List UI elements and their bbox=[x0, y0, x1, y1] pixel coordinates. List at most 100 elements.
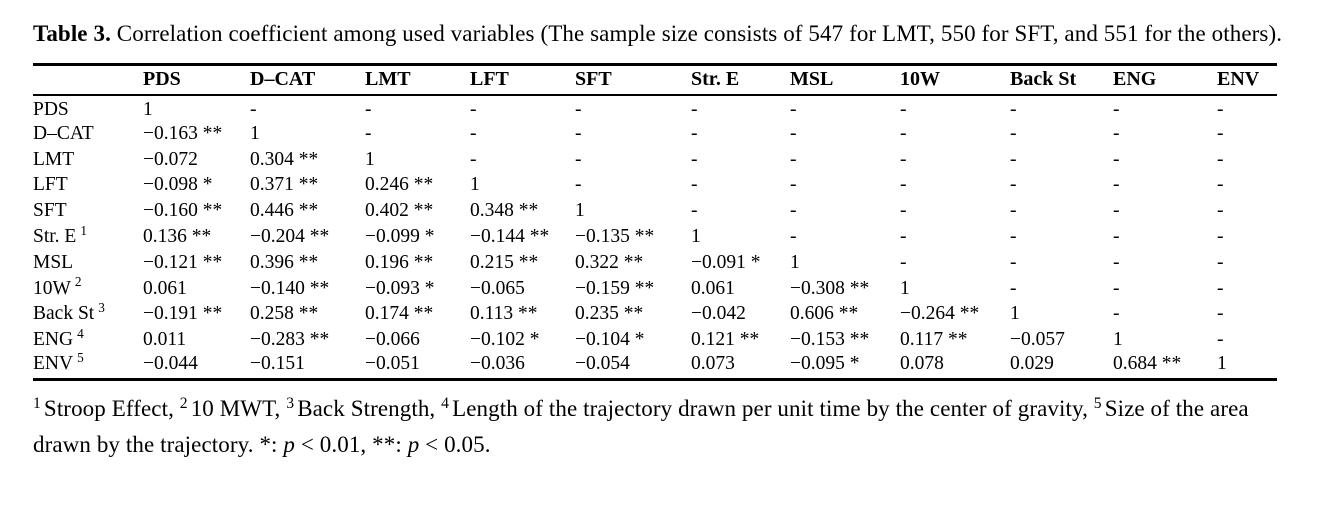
table-cell: 0.246 ** bbox=[365, 174, 434, 196]
table-cell: −0.264 ** bbox=[900, 303, 980, 325]
table-cell: −0.160 ** bbox=[143, 200, 223, 222]
table-cell: - bbox=[1010, 174, 1017, 196]
row-header: 10W 2 bbox=[33, 276, 143, 302]
table-row: ENG 4 0.011 −0.283 ** −0.066 −0.102 * −0.104 *… bbox=[33, 327, 1277, 353]
table-cell: - bbox=[575, 122, 582, 144]
row-header-label: LFT bbox=[33, 174, 68, 196]
table-cell: −0.102 * bbox=[470, 329, 540, 351]
table-cell: - bbox=[1217, 329, 1224, 351]
table-cell: 0.078 bbox=[900, 353, 944, 375]
table-cell: - bbox=[1217, 303, 1224, 325]
table-cell: −0.121 ** bbox=[143, 251, 223, 273]
table-cell: - bbox=[1010, 99, 1017, 120]
table-cell: 0.061 bbox=[691, 277, 735, 299]
table-cell: 0.121 ** bbox=[691, 329, 760, 351]
row-header: ENG 4 bbox=[33, 327, 143, 353]
table-cell: - bbox=[470, 99, 477, 120]
table-cell: - bbox=[900, 122, 907, 144]
table-cell: 0.196 ** bbox=[365, 251, 434, 273]
table-cell: - bbox=[900, 174, 907, 196]
column-header: PDS bbox=[143, 64, 250, 96]
table-cell: 1 bbox=[1217, 353, 1227, 375]
table-cell: 0.322 ** bbox=[575, 251, 644, 273]
row-header: ENV 5 bbox=[33, 353, 143, 380]
table-cell: 0.235 ** bbox=[575, 303, 644, 325]
significance-threshold: < 0.01, bbox=[295, 432, 373, 458]
column-header: D–CAT bbox=[250, 64, 365, 96]
table-cell: 0.073 bbox=[691, 353, 735, 375]
table-cell: −0.054 bbox=[575, 353, 630, 375]
table-cell: 0.446 ** bbox=[250, 200, 319, 222]
table-cell: - bbox=[1217, 226, 1224, 248]
table-cell: - bbox=[691, 174, 698, 196]
table-cell: −0.093 * bbox=[365, 277, 435, 299]
table-cell: 0.117 ** bbox=[900, 329, 968, 351]
table-cell: - bbox=[1010, 148, 1017, 170]
table-cell: 0.606 ** bbox=[790, 303, 859, 325]
table-cell: - bbox=[575, 148, 582, 170]
footnote-definition-text: Back Strength, bbox=[297, 396, 442, 422]
table-cell: - bbox=[900, 226, 907, 248]
table-cell: 0.371 ** bbox=[250, 174, 319, 196]
footnote-definition-text: Stroop Effect, bbox=[43, 396, 180, 422]
table-cell: - bbox=[1113, 148, 1120, 170]
table-cell: - bbox=[691, 122, 698, 144]
table-cell: −0.204 ** bbox=[250, 226, 330, 248]
table-row: D–CAT −0.163 ** 1 - - - - - - - - - bbox=[33, 121, 1277, 147]
table-cell: 1 bbox=[1010, 303, 1020, 325]
column-header: 10W bbox=[900, 64, 1010, 96]
table-row: SFT −0.160 ** 0.446 ** 0.402 ** 0.348 ** 1 - - -… bbox=[33, 198, 1277, 224]
table-row: Str. E 1 0.136 ** −0.204 ** −0.099 * −0.144 *… bbox=[33, 224, 1277, 250]
table-cell: - bbox=[1217, 99, 1224, 120]
table-cell: 1 bbox=[691, 226, 701, 248]
row-header: D–CAT bbox=[33, 121, 143, 147]
row-header-label: 10W bbox=[33, 277, 71, 299]
table-cell: 0.215 ** bbox=[470, 251, 539, 273]
table-cell: 1 bbox=[365, 148, 375, 170]
table-cell: 1 bbox=[470, 174, 480, 196]
row-header-label: ENG bbox=[33, 329, 74, 351]
footnote-marker: 2 bbox=[179, 394, 188, 412]
significance-marker: **: bbox=[372, 432, 408, 458]
table-cell: - bbox=[790, 122, 797, 144]
table-cell: 0.684 ** bbox=[1113, 353, 1182, 375]
footnote-definition-text: 10 MWT, bbox=[190, 396, 287, 422]
table-row: LMT −0.072 0.304 ** 1 - - - - - - - - bbox=[33, 147, 1277, 173]
p-value-symbol: p bbox=[283, 432, 296, 458]
column-header: Back St bbox=[1010, 64, 1113, 96]
table-cell: - bbox=[1010, 226, 1017, 248]
p-value-symbol: p bbox=[407, 432, 420, 458]
table-cell: - bbox=[790, 99, 797, 120]
table-cell: - bbox=[691, 148, 698, 170]
table-cell: 1 bbox=[790, 251, 800, 273]
table-row: PDS 1 - - - - - - - - - - bbox=[33, 95, 1277, 121]
table-cell: - bbox=[250, 99, 257, 120]
table-cell: −0.153 ** bbox=[790, 329, 870, 351]
table-caption: Table 3. Correlation coefficient among u… bbox=[33, 16, 1305, 51]
column-header: SFT bbox=[575, 64, 691, 96]
table-cell: −0.283 ** bbox=[250, 329, 330, 351]
table-cell: 0.402 ** bbox=[365, 200, 434, 222]
table-row: LFT −0.098 * 0.371 ** 0.246 ** 1 - - - - - - - bbox=[33, 173, 1277, 199]
row-header: MSL bbox=[33, 250, 143, 276]
row-header-footnote-marker: 1 bbox=[80, 224, 87, 238]
footnote-marker: 3 bbox=[286, 394, 295, 412]
table-cell: 1 bbox=[900, 277, 910, 299]
table-cell: −0.191 ** bbox=[143, 303, 223, 325]
row-header: SFT bbox=[33, 198, 143, 224]
table-cell: −0.065 bbox=[470, 277, 525, 299]
row-header-label: ENV bbox=[33, 353, 74, 375]
row-header-footnote-marker: 4 bbox=[77, 327, 84, 341]
table-cell: - bbox=[1010, 200, 1017, 222]
table-cell: 0.113 ** bbox=[470, 303, 538, 325]
table-cell: - bbox=[790, 200, 797, 222]
row-header: LMT bbox=[33, 147, 143, 173]
significance-marker: *: bbox=[259, 432, 284, 458]
row-header-label: MSL bbox=[33, 251, 74, 273]
table-cell: - bbox=[1113, 303, 1120, 325]
footnote-marker: 5 bbox=[1093, 394, 1102, 412]
table-cell: −0.135 ** bbox=[575, 226, 655, 248]
table-cell: - bbox=[1113, 174, 1120, 196]
table-cell: - bbox=[900, 200, 907, 222]
